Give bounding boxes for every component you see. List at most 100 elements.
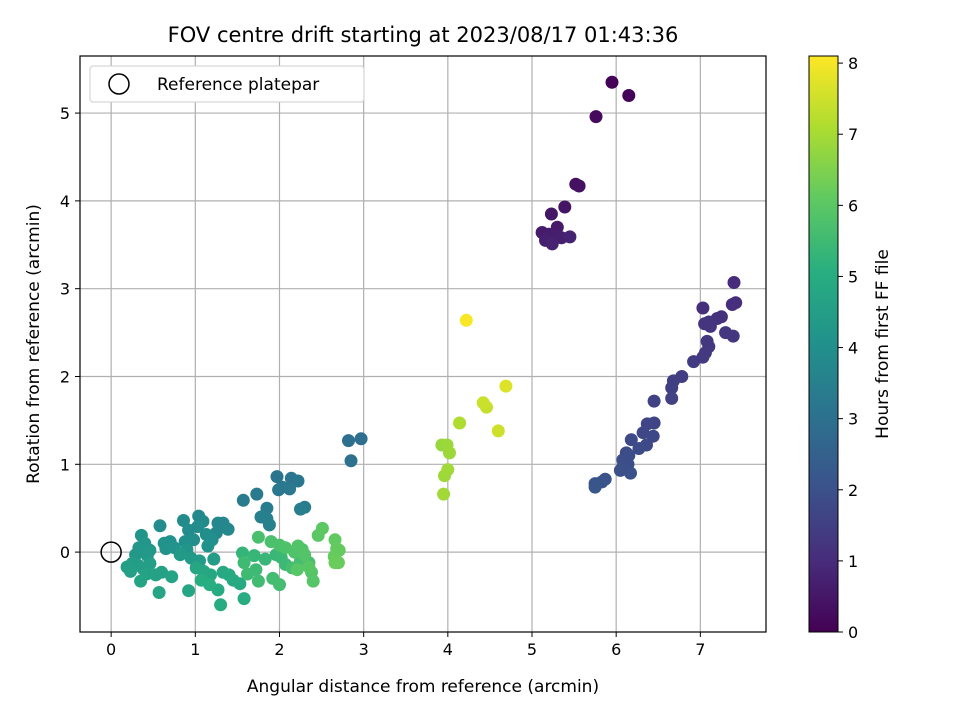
data-point: [726, 329, 740, 343]
y-tick-label: 4: [60, 192, 70, 211]
data-point: [153, 519, 167, 533]
x-tick-label: 3: [359, 640, 369, 659]
x-tick-label: 7: [695, 640, 705, 659]
data-point: [588, 480, 602, 494]
data-point: [665, 391, 679, 405]
data-point: [632, 442, 646, 455]
data-point: [272, 483, 286, 497]
x-tick-label: 6: [611, 640, 621, 659]
data-point: [302, 560, 316, 574]
data-point: [437, 487, 451, 501]
data-point: [294, 502, 307, 516]
colorbar-tick-label: 0: [848, 623, 858, 642]
data-point: [328, 556, 342, 570]
data-point: [613, 463, 627, 477]
data-point: [344, 454, 358, 468]
data-point: [727, 276, 741, 289]
colorbar: 0 1 2 3 4 5 6 7 8 Hours from first FF file: [808, 54, 893, 642]
data-point: [182, 523, 196, 537]
colorbar-tick-label: 5: [848, 267, 858, 286]
data-point: [201, 539, 215, 553]
data-point: [696, 301, 710, 315]
data-point: [647, 394, 661, 408]
data-point: [270, 470, 284, 484]
x-axis-ticks: 0 1 2 3 4 5 6 7: [106, 632, 705, 659]
data-point: [134, 574, 148, 588]
data-point: [545, 237, 559, 251]
colorbar-tick-label: 4: [848, 339, 858, 358]
data-points: [120, 75, 743, 612]
reference-marker: [100, 541, 122, 563]
data-point: [291, 474, 305, 488]
data-point: [173, 548, 187, 562]
data-point: [262, 518, 276, 532]
x-axis-label: Angular distance from reference (arcmin): [247, 677, 599, 697]
data-point: [315, 521, 329, 535]
x-tick-label: 1: [190, 640, 200, 659]
data-point: [306, 574, 320, 588]
plot-frame: [79, 55, 767, 633]
data-point: [563, 230, 577, 244]
data-point: [725, 298, 739, 311]
data-point: [703, 319, 717, 333]
y-tick-label: 5: [60, 104, 70, 123]
data-point: [182, 584, 196, 598]
data-point: [241, 567, 254, 581]
x-tick-label: 2: [274, 640, 284, 659]
chart-title: FOV centre drift starting at 2023/08/17 …: [168, 23, 679, 47]
y-axis-ticks: 0 1 2 3 4 5: [60, 104, 80, 562]
data-point: [251, 574, 265, 588]
grid-lines: [80, 56, 766, 632]
data-point: [605, 75, 619, 89]
colorbar-tick-label: 7: [848, 125, 858, 144]
data-point: [236, 546, 249, 560]
data-point: [177, 514, 190, 527]
data-point: [290, 563, 304, 577]
data-point: [572, 179, 586, 193]
data-point: [233, 577, 247, 591]
data-point: [236, 493, 250, 507]
reference-platepar-marker: [100, 541, 122, 563]
y-tick-label: 3: [60, 280, 70, 299]
data-point: [155, 565, 169, 579]
legend-label: Reference platepar: [157, 75, 319, 95]
data-point: [273, 578, 286, 592]
data-point: [258, 552, 272, 566]
colorbar-tick-label: 1: [848, 552, 858, 571]
data-point: [250, 487, 264, 501]
colorbar-tick-label: 3: [848, 410, 858, 429]
x-tick-label: 4: [443, 640, 453, 659]
data-point: [354, 432, 368, 446]
data-point: [443, 446, 456, 460]
y-tick-label: 0: [60, 543, 70, 562]
data-point: [687, 355, 701, 369]
data-point: [453, 416, 467, 430]
data-point: [251, 530, 265, 544]
colorbar-ticks: 0 1 2 3 4 5 6 7 8: [838, 54, 858, 642]
data-point: [247, 549, 261, 563]
data-point: [221, 522, 235, 536]
colorbar-tick-label: 8: [848, 54, 858, 73]
data-point: [237, 592, 251, 606]
data-point: [283, 482, 297, 496]
data-point: [207, 552, 221, 566]
data-point: [636, 426, 650, 440]
data-point: [203, 578, 217, 592]
data-point: [342, 434, 355, 448]
data-point: [165, 570, 179, 584]
colorbar-gradient: [808, 55, 839, 633]
y-tick-label: 1: [60, 455, 70, 474]
data-point: [624, 433, 638, 447]
data-point: [237, 556, 251, 570]
data-point: [124, 564, 137, 578]
data-point: [646, 429, 660, 443]
legend-box: [89, 65, 365, 103]
legend: Reference platepar: [89, 65, 365, 103]
data-point: [624, 466, 637, 480]
data-point: [491, 424, 505, 438]
colorbar-tick-label: 6: [848, 196, 858, 215]
data-point: [589, 110, 603, 124]
colorbar-label: Hours from first FF file: [873, 249, 893, 439]
data-point: [558, 200, 572, 214]
